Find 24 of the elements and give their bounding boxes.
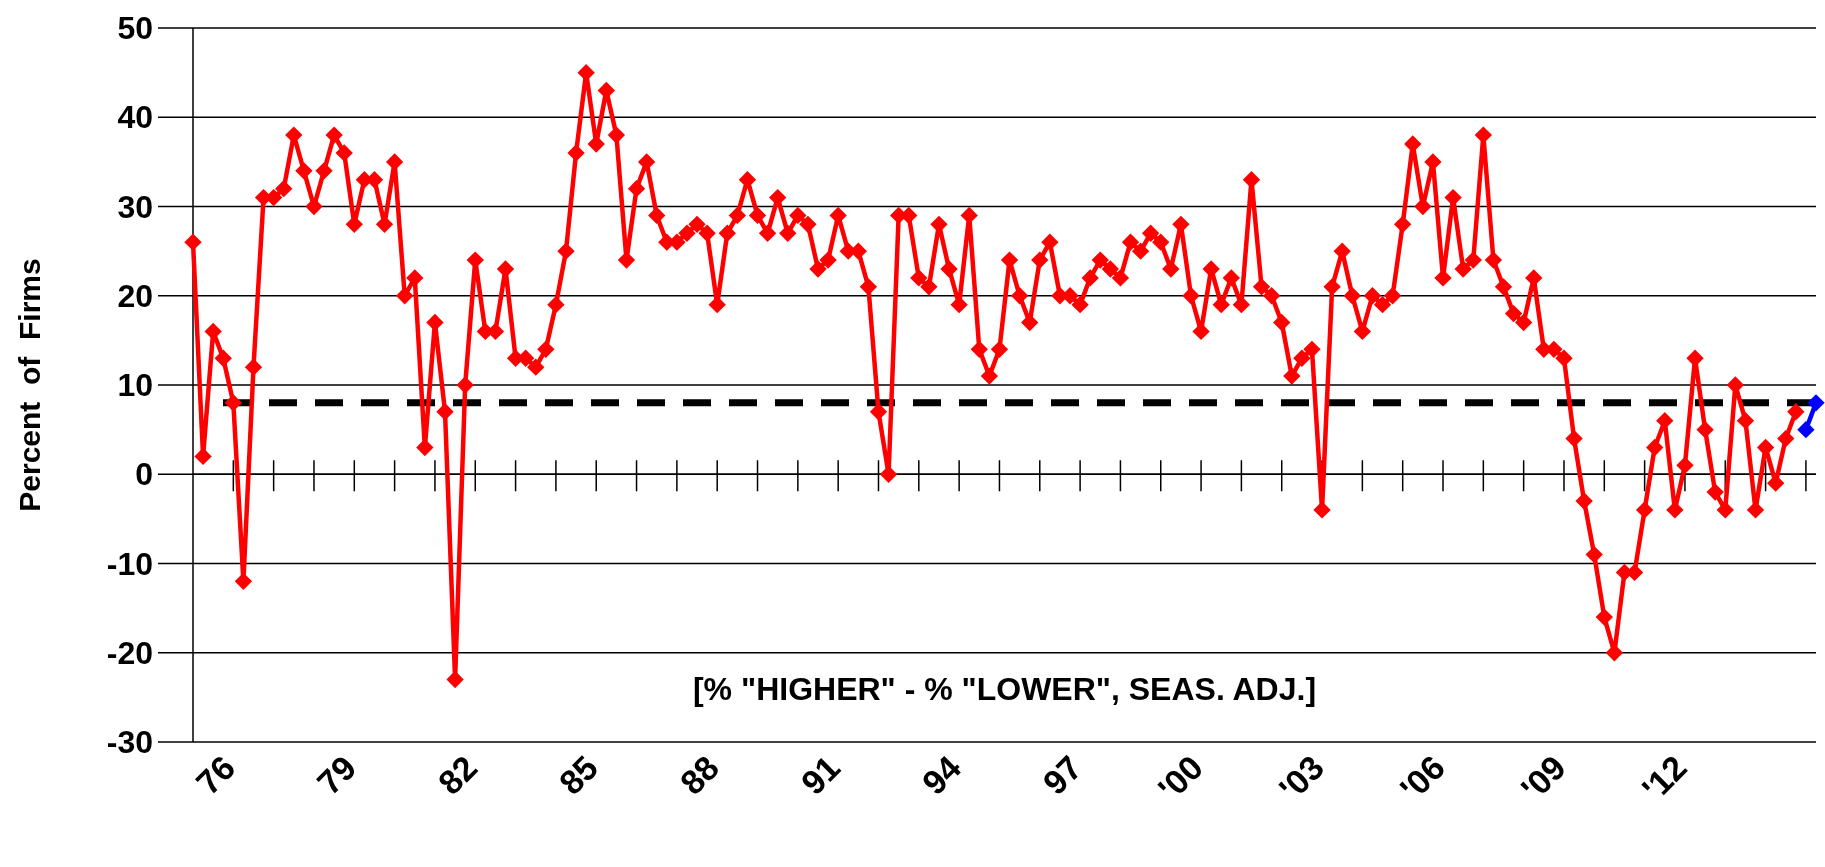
y-tick-label: 20	[117, 277, 153, 314]
y-tick-label: 50	[117, 10, 153, 47]
y-tick-label: -10	[106, 545, 153, 582]
x-tick-label: '00	[1150, 748, 1211, 808]
x-tick-label: 91	[793, 748, 848, 802]
x-tick-label: '03	[1271, 748, 1331, 808]
y-tick-label: -20	[106, 634, 153, 671]
annotation: [% "HIGHER" - % "LOWER", SEAS. ADJ.]	[692, 670, 1317, 707]
x-tick-label: 85	[551, 748, 606, 802]
x-tick-label: '12	[1634, 748, 1694, 808]
x-tick-label: 82	[430, 748, 485, 802]
x-tick-label: 76	[188, 748, 243, 802]
y-tick-label: 40	[117, 99, 153, 136]
x-tick-label: 88	[672, 748, 727, 802]
y-tick-label: 10	[117, 367, 153, 404]
y-tick-label: -30	[106, 724, 153, 761]
x-tick-label: '09	[1513, 748, 1573, 808]
x-tick-label: 94	[914, 748, 969, 802]
x-tick-label: '06	[1392, 748, 1452, 808]
x-tick-label: 97	[1035, 748, 1090, 802]
y-tick-label: 30	[117, 188, 153, 225]
y-tick-label: 0	[135, 456, 153, 493]
y-axis-title: Percent of Firms	[13, 258, 46, 512]
x-tick-label: 79	[309, 748, 364, 802]
